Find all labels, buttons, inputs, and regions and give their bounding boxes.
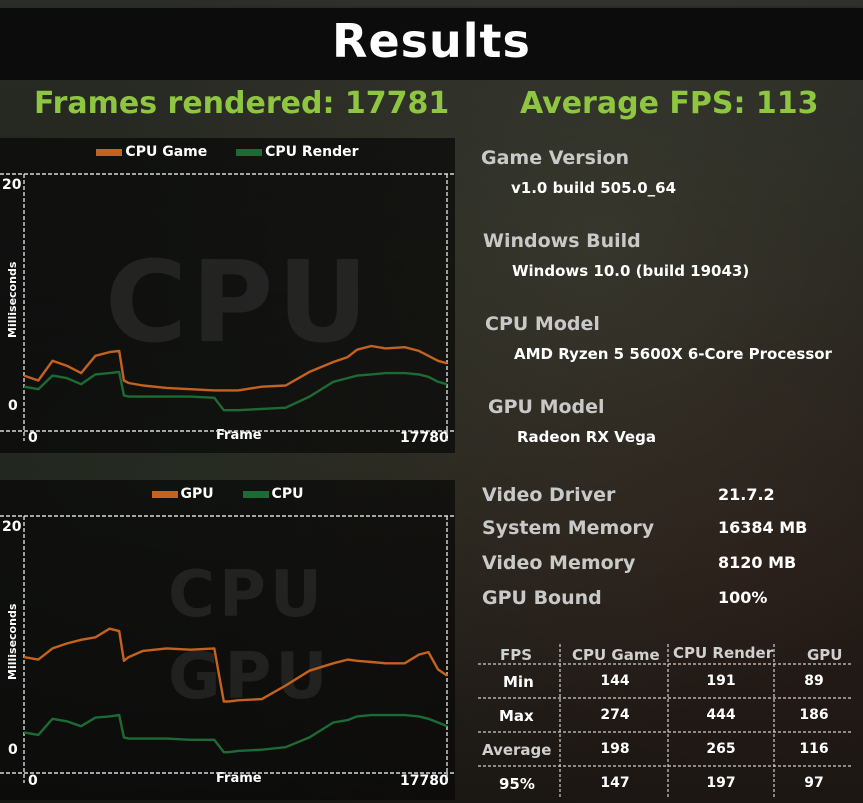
fps-table-grid [478,644,853,798]
row-label: Min [503,673,534,691]
gpu-bound-value: 100% [718,588,768,607]
series-line-cpu [23,713,448,754]
legend-item-cpu-render: CPU Render [236,144,359,160]
gpu-chart-plot [0,515,455,783]
video-memory-label: Video Memory [482,552,636,574]
video-memory-value: 8120 MB [718,553,797,572]
legend-swatch-gpu [151,490,178,498]
cpu-chart-plot [0,173,455,441]
legend-label-cpu-render: CPU Render [265,144,359,160]
video-driver-label: Video Driver [482,484,616,506]
cell-cpu-game: 198 [600,741,630,757]
legend-item-cpu-game: CPU Game [96,144,207,160]
average-fps-text: Average FPS: 113 [520,86,819,121]
gpu-chart-legend: GPU CPU [0,486,455,502]
cell-cpu-render: 191 [706,673,736,689]
cell-gpu: 186 [799,707,829,723]
x-axis-start-tick: 0 [28,430,38,446]
fps-table-header-gpu: GPU [807,646,843,664]
legend-item-cpu: CPU [242,486,304,502]
system-memory-label: System Memory [482,517,655,539]
page-title: Results [332,14,531,68]
legend-swatch-cpu-game [96,148,123,156]
series-line-cpu-game [23,344,448,392]
windows-build-label: Windows Build [483,230,641,252]
row-label: Average [482,741,552,759]
video-driver-value: 21.7.2 [718,485,775,504]
cpu-watermark: CPU [105,238,373,368]
cell-gpu: 116 [799,741,829,757]
cpu-model-label: CPU Model [485,313,600,335]
legend-label-cpu-game: CPU Game [125,144,208,160]
y-axis-bottom-tick: 0 [8,742,18,758]
x-axis-start-tick: 0 [28,773,38,789]
x-axis-end-tick: 17780 [400,430,449,446]
cell-gpu: 97 [804,775,824,791]
legend-label-gpu: GPU [180,486,214,502]
gpu-model-value: Radeon RX Vega [517,428,656,446]
game-version-value: v1.0 build 505.0_64 [511,179,677,197]
system-memory-value: 16384 MB [718,518,808,537]
x-axis-end-tick: 17780 [400,773,449,789]
gpu-chart-panel: GPU CPU CPU GPU 20 0 Milliseconds Frame … [0,480,455,800]
gpu-bound-label: GPU Bound [482,587,602,609]
y-axis-top-tick: 20 [2,519,22,535]
windows-build-value: Windows 10.0 (build 19043) [512,262,750,280]
series-line-gpu [23,627,448,703]
cell-cpu-render: 444 [706,707,736,723]
row-label: Max [499,707,534,725]
series-line-cpu-render [23,370,448,412]
row-label: 95% [499,775,535,793]
cell-cpu-render: 197 [706,775,736,791]
title-bar [0,6,863,80]
legend-swatch-cpu [242,490,269,498]
cell-cpu-game: 274 [600,707,630,723]
legend-label-cpu: CPU [271,486,304,502]
game-version-label: Game Version [481,147,630,169]
y-axis-top-tick: 20 [2,177,22,193]
cell-cpu-game: 144 [600,673,630,689]
x-axis-label: Frame [216,428,262,443]
cpu-chart-legend: CPU Game CPU Render [0,144,455,160]
cell-cpu-game: 147 [600,775,630,791]
cpu-model-value: AMD Ryzen 5 5600X 6-Core Processor [514,345,832,363]
x-axis-label: Frame [216,771,262,786]
fps-table-header-fps: FPS [500,646,533,664]
cpu-chart-panel: CPU Game CPU Render CPU 20 0 Millisecond… [0,138,455,453]
cell-gpu: 89 [804,673,824,689]
gpu-model-label: GPU Model [488,396,605,418]
fps-table-header-cpu-render: CPU Render [673,644,774,662]
cell-cpu-render: 265 [706,741,736,757]
cpu-watermark-small: CPU [168,558,326,632]
fps-table-header-cpu-game: CPU Game [572,646,660,664]
legend-swatch-cpu-render [236,148,263,156]
y-axis-bottom-tick: 0 [8,398,18,414]
legend-item-gpu: GPU [151,486,214,502]
frames-rendered-text: Frames rendered: 17781 [34,86,450,121]
